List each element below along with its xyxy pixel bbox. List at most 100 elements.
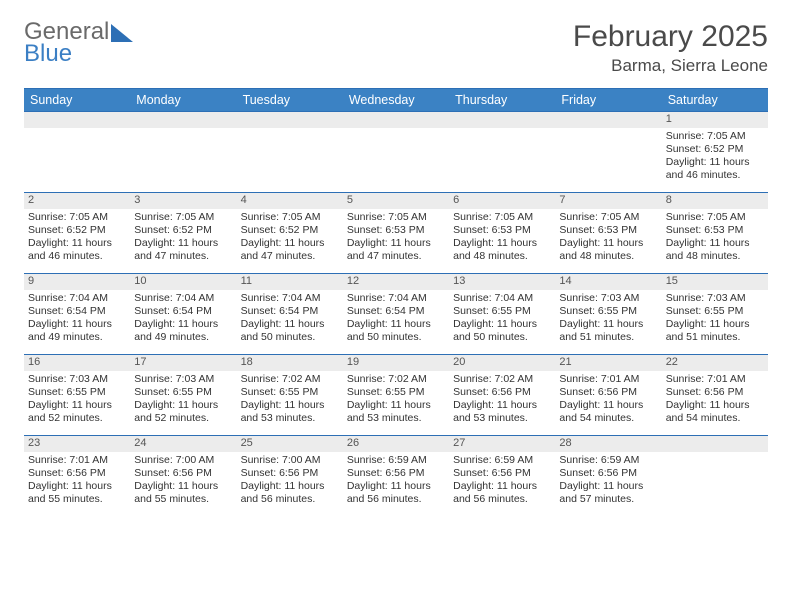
day-content: Sunrise: 7:05 AMSunset: 6:52 PMDaylight:…	[130, 209, 236, 268]
day-cell: 16Sunrise: 7:03 AMSunset: 6:55 PMDayligh…	[24, 355, 130, 435]
sunset-text: Sunset: 6:53 PM	[666, 224, 764, 237]
day-number: 15	[662, 274, 768, 290]
day-cell: 12Sunrise: 7:04 AMSunset: 6:54 PMDayligh…	[343, 274, 449, 354]
day-number	[343, 112, 449, 128]
daylight-text: Daylight: 11 hours and 53 minutes.	[453, 399, 551, 425]
sunset-text: Sunset: 6:54 PM	[241, 305, 339, 318]
day-cell: 20Sunrise: 7:02 AMSunset: 6:56 PMDayligh…	[449, 355, 555, 435]
day-content: Sunrise: 7:05 AMSunset: 6:53 PMDaylight:…	[343, 209, 449, 268]
day-content: Sunrise: 7:00 AMSunset: 6:56 PMDaylight:…	[130, 452, 236, 511]
sunrise-text: Sunrise: 7:02 AM	[453, 373, 551, 386]
weekday-header: Saturday	[662, 89, 768, 111]
day-content: Sunrise: 7:05 AMSunset: 6:53 PMDaylight:…	[555, 209, 661, 268]
day-number: 14	[555, 274, 661, 290]
daylight-text: Daylight: 11 hours and 48 minutes.	[666, 237, 764, 263]
daylight-text: Daylight: 11 hours and 48 minutes.	[559, 237, 657, 263]
calendar: SundayMondayTuesdayWednesdayThursdayFrid…	[24, 88, 768, 516]
weekday-header: Wednesday	[343, 89, 449, 111]
weekday-header: Tuesday	[237, 89, 343, 111]
sunrise-text: Sunrise: 7:03 AM	[559, 292, 657, 305]
daylight-text: Daylight: 11 hours and 54 minutes.	[559, 399, 657, 425]
sunset-text: Sunset: 6:52 PM	[28, 224, 126, 237]
day-content: Sunrise: 7:05 AMSunset: 6:52 PMDaylight:…	[24, 209, 130, 268]
sunset-text: Sunset: 6:55 PM	[241, 386, 339, 399]
day-cell	[237, 112, 343, 192]
sunrise-text: Sunrise: 7:05 AM	[241, 211, 339, 224]
day-number: 26	[343, 436, 449, 452]
daylight-text: Daylight: 11 hours and 56 minutes.	[347, 480, 445, 506]
daylight-text: Daylight: 11 hours and 53 minutes.	[241, 399, 339, 425]
sunrise-text: Sunrise: 7:04 AM	[28, 292, 126, 305]
sunset-text: Sunset: 6:56 PM	[559, 386, 657, 399]
day-cell: 17Sunrise: 7:03 AMSunset: 6:55 PMDayligh…	[130, 355, 236, 435]
sunset-text: Sunset: 6:55 PM	[559, 305, 657, 318]
day-number: 10	[130, 274, 236, 290]
sunset-text: Sunset: 6:55 PM	[28, 386, 126, 399]
sunrise-text: Sunrise: 7:00 AM	[241, 454, 339, 467]
day-number: 23	[24, 436, 130, 452]
day-number: 7	[555, 193, 661, 209]
day-cell: 9Sunrise: 7:04 AMSunset: 6:54 PMDaylight…	[24, 274, 130, 354]
sunset-text: Sunset: 6:56 PM	[559, 467, 657, 480]
sunrise-text: Sunrise: 7:04 AM	[241, 292, 339, 305]
day-number: 11	[237, 274, 343, 290]
day-content: Sunrise: 7:01 AMSunset: 6:56 PMDaylight:…	[662, 371, 768, 430]
day-number: 1	[662, 112, 768, 128]
day-cell	[662, 436, 768, 516]
day-number	[130, 112, 236, 128]
sunrise-text: Sunrise: 7:01 AM	[666, 373, 764, 386]
sunset-text: Sunset: 6:55 PM	[666, 305, 764, 318]
day-number: 22	[662, 355, 768, 371]
day-content: Sunrise: 7:02 AMSunset: 6:55 PMDaylight:…	[343, 371, 449, 430]
day-cell: 25Sunrise: 7:00 AMSunset: 6:56 PMDayligh…	[237, 436, 343, 516]
sunrise-text: Sunrise: 7:05 AM	[28, 211, 126, 224]
day-content: Sunrise: 7:04 AMSunset: 6:54 PMDaylight:…	[237, 290, 343, 349]
daylight-text: Daylight: 11 hours and 56 minutes.	[241, 480, 339, 506]
day-content: Sunrise: 6:59 AMSunset: 6:56 PMDaylight:…	[343, 452, 449, 511]
weekday-header: Friday	[555, 89, 661, 111]
day-content: Sunrise: 7:04 AMSunset: 6:54 PMDaylight:…	[130, 290, 236, 349]
sunset-text: Sunset: 6:56 PM	[453, 386, 551, 399]
day-content: Sunrise: 7:04 AMSunset: 6:54 PMDaylight:…	[24, 290, 130, 349]
day-cell: 13Sunrise: 7:04 AMSunset: 6:55 PMDayligh…	[449, 274, 555, 354]
weekday-header: Monday	[130, 89, 236, 111]
day-content: Sunrise: 7:03 AMSunset: 6:55 PMDaylight:…	[130, 371, 236, 430]
daylight-text: Daylight: 11 hours and 49 minutes.	[28, 318, 126, 344]
week-row: 16Sunrise: 7:03 AMSunset: 6:55 PMDayligh…	[24, 354, 768, 435]
day-content: Sunrise: 7:03 AMSunset: 6:55 PMDaylight:…	[662, 290, 768, 349]
day-content: Sunrise: 7:03 AMSunset: 6:55 PMDaylight:…	[24, 371, 130, 430]
day-number: 4	[237, 193, 343, 209]
day-content: Sunrise: 7:01 AMSunset: 6:56 PMDaylight:…	[24, 452, 130, 511]
daylight-text: Daylight: 11 hours and 56 minutes.	[453, 480, 551, 506]
day-number: 17	[130, 355, 236, 371]
sunset-text: Sunset: 6:56 PM	[453, 467, 551, 480]
daylight-text: Daylight: 11 hours and 54 minutes.	[666, 399, 764, 425]
title-block: February 2025 Barma, Sierra Leone	[573, 20, 768, 76]
day-cell: 26Sunrise: 6:59 AMSunset: 6:56 PMDayligh…	[343, 436, 449, 516]
day-number: 13	[449, 274, 555, 290]
day-cell: 22Sunrise: 7:01 AMSunset: 6:56 PMDayligh…	[662, 355, 768, 435]
sunrise-text: Sunrise: 7:05 AM	[347, 211, 445, 224]
week-row: 23Sunrise: 7:01 AMSunset: 6:56 PMDayligh…	[24, 435, 768, 516]
logo-triangle-icon	[111, 24, 133, 42]
sunset-text: Sunset: 6:54 PM	[347, 305, 445, 318]
daylight-text: Daylight: 11 hours and 53 minutes.	[347, 399, 445, 425]
day-cell: 10Sunrise: 7:04 AMSunset: 6:54 PMDayligh…	[130, 274, 236, 354]
sunset-text: Sunset: 6:56 PM	[28, 467, 126, 480]
sunset-text: Sunset: 6:55 PM	[347, 386, 445, 399]
day-number: 24	[130, 436, 236, 452]
sunrise-text: Sunrise: 7:05 AM	[559, 211, 657, 224]
day-content: Sunrise: 7:02 AMSunset: 6:56 PMDaylight:…	[449, 371, 555, 430]
day-number	[237, 112, 343, 128]
sunrise-text: Sunrise: 7:02 AM	[347, 373, 445, 386]
daylight-text: Daylight: 11 hours and 47 minutes.	[347, 237, 445, 263]
weeks-container: 1Sunrise: 7:05 AMSunset: 6:52 PMDaylight…	[24, 111, 768, 516]
day-cell: 24Sunrise: 7:00 AMSunset: 6:56 PMDayligh…	[130, 436, 236, 516]
sunrise-text: Sunrise: 7:03 AM	[666, 292, 764, 305]
day-number	[24, 112, 130, 128]
header: General Blue February 2025 Barma, Sierra…	[24, 20, 768, 76]
sunset-text: Sunset: 6:54 PM	[134, 305, 232, 318]
day-cell: 15Sunrise: 7:03 AMSunset: 6:55 PMDayligh…	[662, 274, 768, 354]
daylight-text: Daylight: 11 hours and 55 minutes.	[134, 480, 232, 506]
day-number: 19	[343, 355, 449, 371]
